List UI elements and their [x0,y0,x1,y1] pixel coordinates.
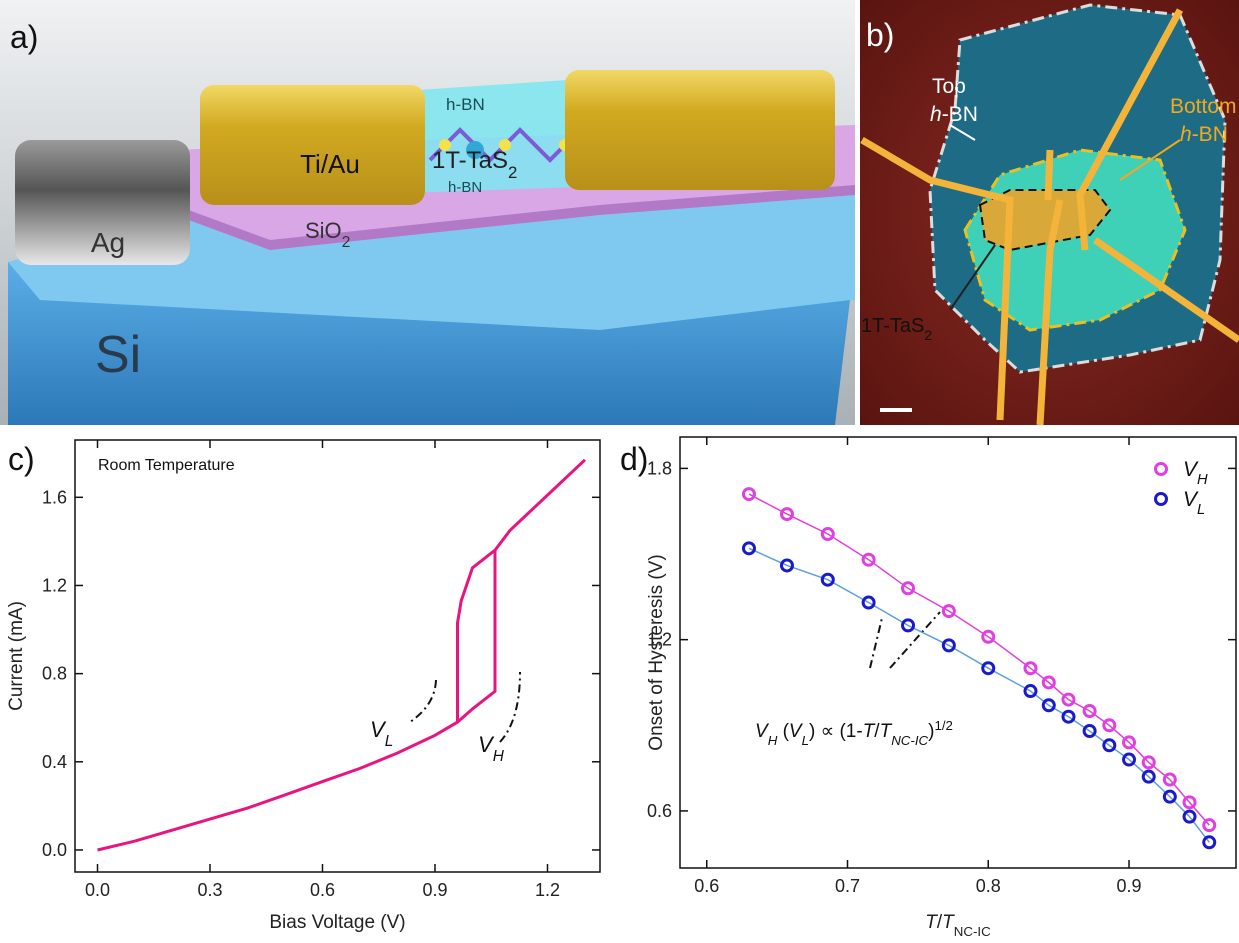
text-part: h [1180,123,1192,146]
annotation: VL [370,717,393,750]
text-part: H [493,748,505,765]
text-part: 1/2 [934,718,953,733]
plot-frame [75,440,600,872]
legend-label: VL [1183,488,1205,518]
panel-label: b) [866,17,894,53]
x-tick-label: 0.0 [85,880,110,900]
x-tick-label: 0.8 [976,876,1001,896]
annotation: Room Temperature [98,457,235,474]
text-part: L [802,733,809,748]
text-part: ( [777,721,789,742]
ti-au-contact-left [200,85,425,205]
si-label: Si [95,326,141,384]
text-part: L [1197,502,1205,518]
x-tick-label: 0.3 [197,880,222,900]
y-tick-label: 0.8 [42,664,67,684]
bottom-label: h-BN [1180,123,1228,146]
fit-line [749,548,1209,842]
text-part: NC-IC [891,733,928,748]
panel-label: c) [8,441,35,477]
panel-label: a) [10,19,38,55]
x-tick-label: 0.9 [422,880,447,900]
legend-marker [1156,494,1167,505]
y-tick-label: 1.8 [647,458,672,478]
text-part: H [768,733,778,748]
text-part: ) ∝ (1- [809,721,863,742]
y-tick-label: 0.0 [42,840,67,860]
x-tick-label: 0.7 [835,876,860,896]
annotation: VH (VL) ∝ (1-T/TNC-IC)1/2 [755,718,953,748]
y-tick-label: 1.6 [42,487,67,507]
panel-a: a) h-BN 1T-TaS2 h-BN Ti/Au SiO2 Ag Si [0,0,855,425]
contact-label: Ti/Au [300,149,360,179]
legend-label: VH [1183,458,1208,488]
y-axis-title: Onset of Hysteresis (V) [646,554,667,750]
annotation: VH [478,732,505,765]
hbn-bottom-label: h-BN [448,179,482,196]
bottom-label: Bottom [1170,95,1237,118]
hbn-top-label: h-BN [446,95,485,114]
y-tick-label: 0.6 [647,801,672,821]
text-part: SiO [305,218,342,243]
data-point [743,543,754,554]
x-tick-label: 0.9 [1117,876,1142,896]
panel-b: b) Top h-BN Bottom h-BN 1T-TaS2 [860,0,1239,425]
text-part: NC-IC [954,924,991,939]
top-label: h-BN [930,103,978,126]
text-part: -BN [942,103,978,126]
text-part: 1T-TaS [861,315,924,337]
figure: a) h-BN 1T-TaS2 h-BN Ti/Au SiO2 Ag Si b)… [0,0,1239,943]
x-axis-title: T/TNC-IC [925,912,991,939]
fit-line [749,494,1209,825]
x-tick-label: 0.6 [694,876,719,896]
y-tick-label: 0.4 [42,752,67,772]
y-axis-title: Current (mA) [6,601,27,711]
text-part: H [1197,472,1208,488]
ag-label: Ag [91,227,125,258]
x-tick-label: 1.2 [535,880,560,900]
text-part: 2 [508,163,517,182]
data-line [98,460,586,850]
ti-au-contact-right [565,70,835,190]
top-label: Top [932,75,966,98]
data-point [743,489,754,500]
text-part: L [385,733,394,750]
text-part: 2 [924,327,932,343]
x-tick-label: 0.6 [310,880,335,900]
y-tick-label: 1.2 [42,575,67,595]
text-part: -BN [1192,123,1228,146]
text-part: h [930,103,942,126]
x-axis-title: Bias Voltage (V) [269,912,405,933]
text-part: 1T-TaS [432,147,508,174]
panel-label: d) [620,441,648,477]
legend-marker [1156,464,1167,475]
text-part: 2 [342,234,351,251]
